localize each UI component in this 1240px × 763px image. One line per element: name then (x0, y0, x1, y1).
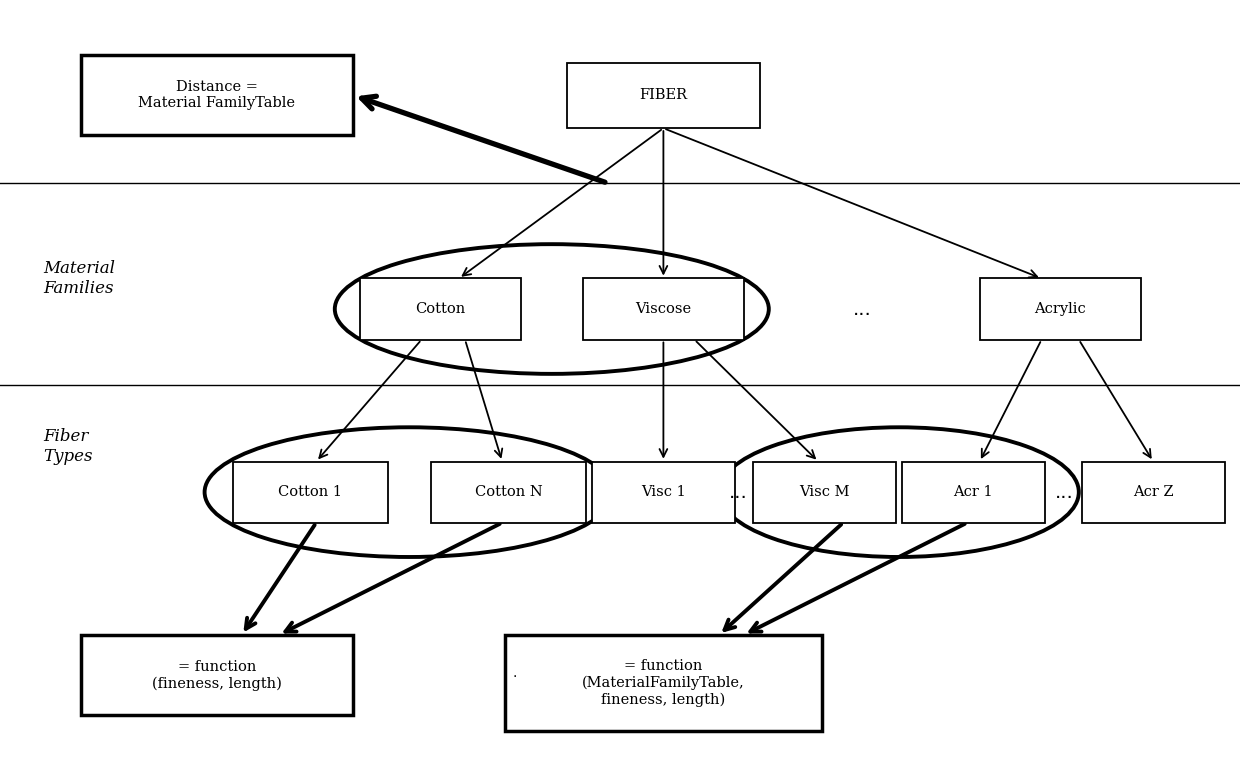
FancyBboxPatch shape (593, 462, 734, 523)
Text: Fiber
Types: Fiber Types (43, 428, 93, 465)
Text: = function
(MaterialFamilyTable,
fineness, length): = function (MaterialFamilyTable, finenes… (582, 659, 745, 707)
FancyBboxPatch shape (754, 462, 895, 523)
Text: Visc M: Visc M (800, 485, 849, 499)
FancyBboxPatch shape (233, 462, 387, 523)
Text: ...: ... (1054, 483, 1074, 501)
FancyBboxPatch shape (81, 635, 353, 716)
Text: Viscose: Viscose (635, 302, 692, 316)
Text: Acr 1: Acr 1 (954, 485, 993, 499)
Text: Cotton N: Cotton N (475, 485, 542, 499)
FancyBboxPatch shape (980, 278, 1141, 340)
Text: Acr Z: Acr Z (1133, 485, 1173, 499)
FancyBboxPatch shape (506, 635, 822, 731)
FancyBboxPatch shape (360, 278, 521, 340)
FancyBboxPatch shape (432, 462, 585, 523)
Text: .: . (512, 666, 517, 680)
Text: Visc 1: Visc 1 (641, 485, 686, 499)
Text: Cotton 1: Cotton 1 (278, 485, 342, 499)
Text: FIBER: FIBER (640, 89, 687, 102)
Text: Acrylic: Acrylic (1034, 302, 1086, 316)
FancyBboxPatch shape (1081, 462, 1225, 523)
Text: Cotton: Cotton (415, 302, 465, 316)
Text: ...: ... (852, 300, 872, 318)
FancyBboxPatch shape (568, 63, 759, 127)
FancyBboxPatch shape (903, 462, 1044, 523)
FancyBboxPatch shape (583, 278, 744, 340)
Text: Distance =
Material FamilyTable: Distance = Material FamilyTable (139, 80, 295, 111)
Text: ...: ... (728, 483, 748, 501)
FancyBboxPatch shape (81, 56, 353, 136)
Text: = function
(fineness, length): = function (fineness, length) (153, 660, 281, 691)
Text: Material
Families: Material Families (43, 260, 115, 297)
